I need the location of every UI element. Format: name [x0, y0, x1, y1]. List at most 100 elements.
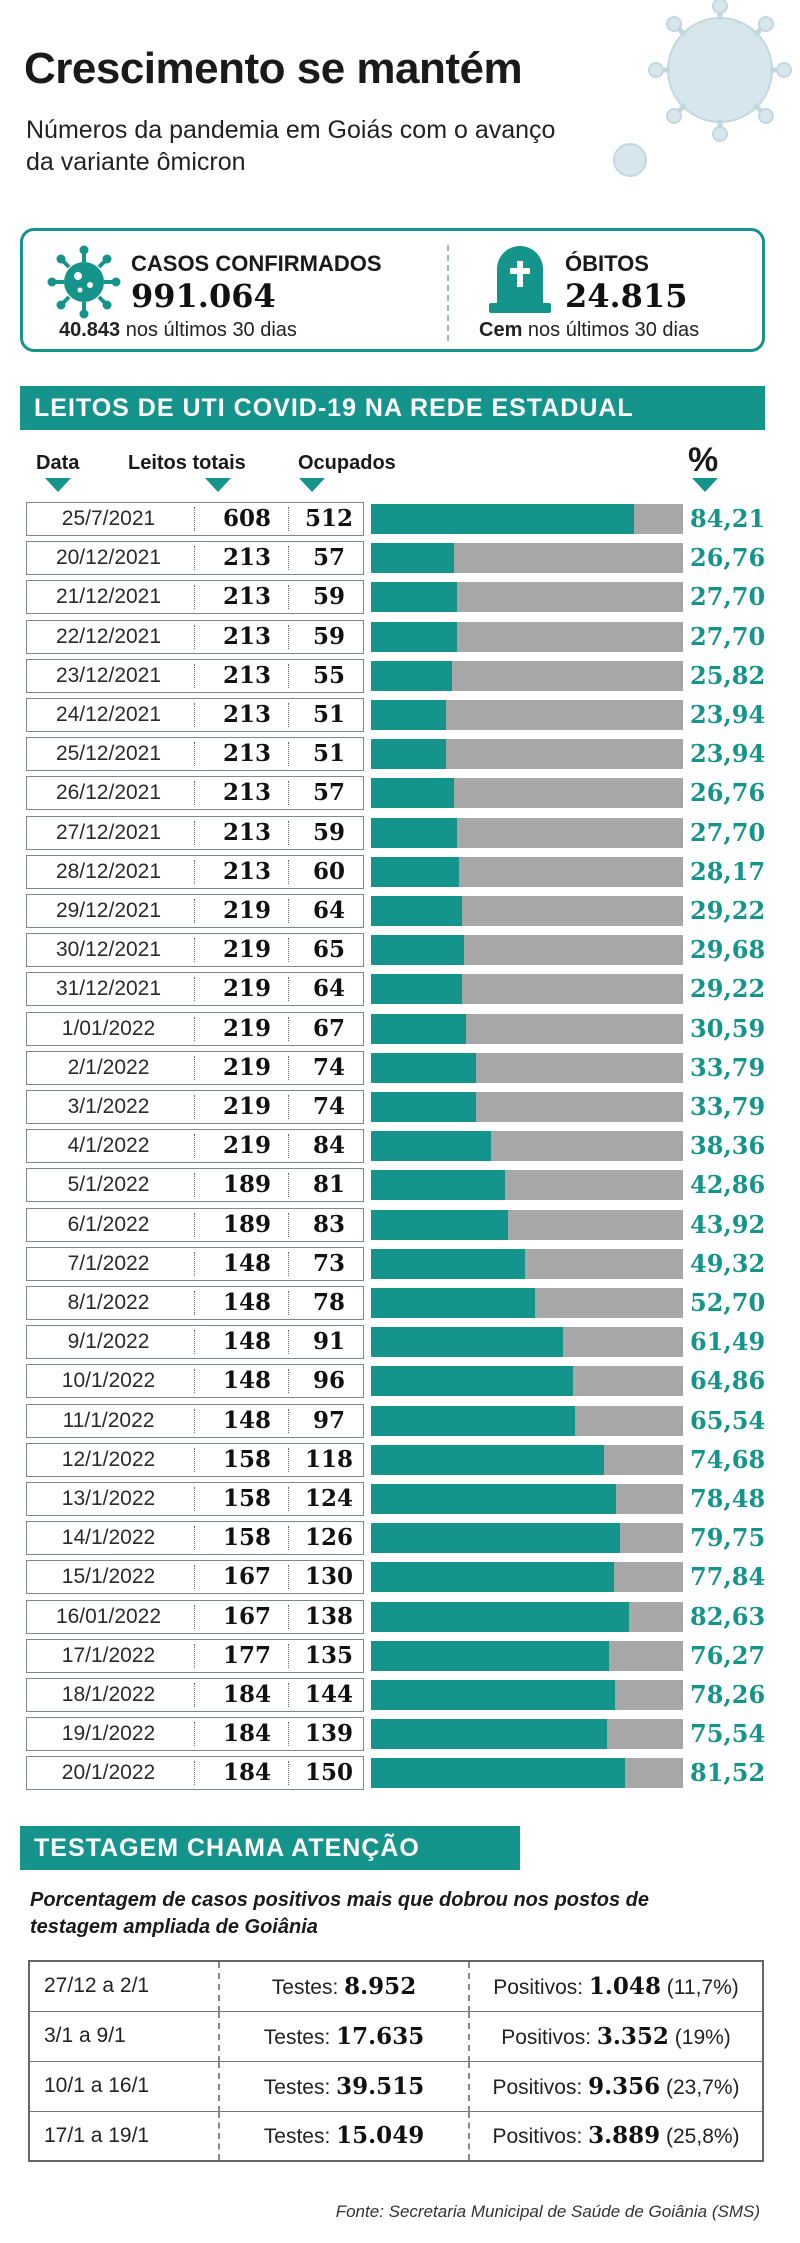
row-cell-frame [26, 1756, 364, 1790]
page-subtitle: Números da pandemia em Goiás com o avanç… [26, 116, 556, 176]
occupancy-bar [371, 935, 464, 965]
row-cell-frame [26, 776, 364, 810]
icu-row: 25/12/2021 213 51 23,94 [26, 736, 766, 772]
row-cell-frame [26, 1286, 364, 1320]
column-separator [288, 1761, 289, 1785]
row-occupied-beds: 81 [312, 1171, 345, 1198]
row-occupied-beds: 91 [312, 1328, 345, 1355]
row-occupied-beds: 150 [304, 1759, 353, 1786]
occupancy-bar [371, 1719, 607, 1749]
row-total-beds: 148 [222, 1250, 271, 1277]
occupancy-bar-track [371, 1288, 683, 1318]
column-separator [288, 546, 289, 570]
testing-tests: Testes: 15.049 [219, 2111, 470, 2162]
row-total-beds: 213 [222, 583, 271, 610]
row-percent: 79,75 [690, 1523, 766, 1552]
tombstone-icon [489, 246, 551, 313]
column-separator [194, 1409, 195, 1433]
row-percent: 26,76 [690, 778, 766, 807]
occupancy-bar [371, 1484, 616, 1514]
occupancy-bar-track [371, 1249, 683, 1279]
icu-row: 30/12/2021 219 65 29,68 [26, 932, 766, 968]
row-total-beds: 213 [222, 858, 271, 885]
row-total-beds: 189 [222, 1171, 271, 1198]
row-cell-frame [26, 816, 364, 850]
row-percent: 81,52 [690, 1758, 766, 1787]
occupancy-bar-track [371, 1680, 683, 1710]
row-date: 8/1/2022 [67, 1291, 150, 1314]
occupancy-bar-track [371, 857, 683, 887]
row-total-beds: 184 [222, 1759, 271, 1786]
column-separator [288, 625, 289, 649]
row-date: 5/1/2022 [67, 1173, 150, 1196]
icu-row: 2/1/2022 219 74 33,79 [26, 1050, 766, 1086]
row-date: 28/12/2021 [55, 860, 162, 883]
row-occupied-beds: 96 [312, 1367, 345, 1394]
row-cell-frame [26, 1090, 364, 1124]
row-total-beds: 213 [222, 779, 271, 806]
row-cell-frame [26, 1600, 364, 1634]
row-total-beds: 213 [222, 701, 271, 728]
row-total-beds: 158 [222, 1524, 271, 1551]
testing-row: 27/12 a 2/1 Testes: 8.952 Positivos: 1.0… [29, 1961, 763, 2012]
stats-box: CASOS CONFIRMADOS 991.064 40.843 nos últ… [20, 228, 765, 352]
column-separator [194, 585, 195, 609]
occupancy-bar [371, 1523, 620, 1553]
row-occupied-beds: 84 [312, 1132, 345, 1159]
column-separator [288, 860, 289, 884]
occupancy-bar-track [371, 1170, 683, 1200]
row-date: 22/12/2021 [55, 625, 162, 648]
testing-positives: Positivos: 9.356 (23,7%) [469, 2061, 763, 2112]
row-date: 31/12/2021 [55, 977, 162, 1000]
column-separator [288, 1605, 289, 1629]
column-separator [288, 1134, 289, 1158]
column-separator [194, 860, 195, 884]
row-occupied-beds: 65 [312, 936, 345, 963]
occupancy-bar-track [371, 1484, 683, 1514]
row-percent: 64,86 [690, 1366, 766, 1395]
column-separator [194, 977, 195, 1001]
occupancy-bar-track [371, 582, 683, 612]
testing-table: 27/12 a 2/1 Testes: 8.952 Positivos: 1.0… [28, 1960, 764, 2162]
row-occupied-beds: 51 [312, 740, 345, 767]
row-date: 27/12/2021 [55, 821, 162, 844]
occupancy-bar-track [371, 1562, 683, 1592]
icu-row: 22/12/2021 213 59 27,70 [26, 619, 766, 655]
row-date: 4/1/2022 [67, 1134, 150, 1157]
column-separator [288, 1722, 289, 1746]
column-separator [194, 1291, 195, 1315]
row-cell-frame [26, 894, 364, 928]
icu-row: 19/1/2022 184 139 75,54 [26, 1716, 766, 1752]
row-cell-frame [26, 1247, 364, 1281]
occupancy-bar [371, 1406, 575, 1436]
row-occupied-beds: 57 [312, 544, 345, 571]
testing-period: 27/12 a 2/1 [29, 1961, 220, 2012]
row-cell-frame [26, 1168, 364, 1202]
column-separator [288, 977, 289, 1001]
tests-value: 17.635 [336, 2022, 425, 2050]
occupancy-bar-track [371, 622, 683, 652]
date-arrow-icon [45, 478, 71, 492]
positives-value: 3.889 [588, 2122, 661, 2150]
tests-value: 39.515 [336, 2072, 425, 2100]
occupancy-bar [371, 1680, 615, 1710]
occupancy-bar [371, 1131, 491, 1161]
icu-row: 12/1/2022 158 118 74,68 [26, 1442, 766, 1478]
icu-row: 24/12/2021 213 51 23,94 [26, 697, 766, 733]
occupancy-bar [371, 661, 452, 691]
row-total-beds: 167 [222, 1563, 271, 1590]
column-separator [288, 1409, 289, 1433]
testing-tests: Testes: 17.635 [219, 2011, 470, 2062]
icu-row: 14/1/2022 158 126 79,75 [26, 1520, 766, 1556]
row-total-beds: 219 [222, 1132, 271, 1159]
row-occupied-beds: 60 [312, 858, 345, 885]
icu-row: 18/1/2022 184 144 78,26 [26, 1677, 766, 1713]
column-separator [194, 1213, 195, 1237]
column-separator [194, 742, 195, 766]
column-separator [288, 1330, 289, 1354]
row-occupied-beds: 64 [312, 975, 345, 1002]
occupancy-bar [371, 818, 457, 848]
row-occupied-beds: 97 [312, 1407, 345, 1434]
icu-row: 10/1/2022 148 96 64,86 [26, 1363, 766, 1399]
occupancy-bar [371, 543, 454, 573]
